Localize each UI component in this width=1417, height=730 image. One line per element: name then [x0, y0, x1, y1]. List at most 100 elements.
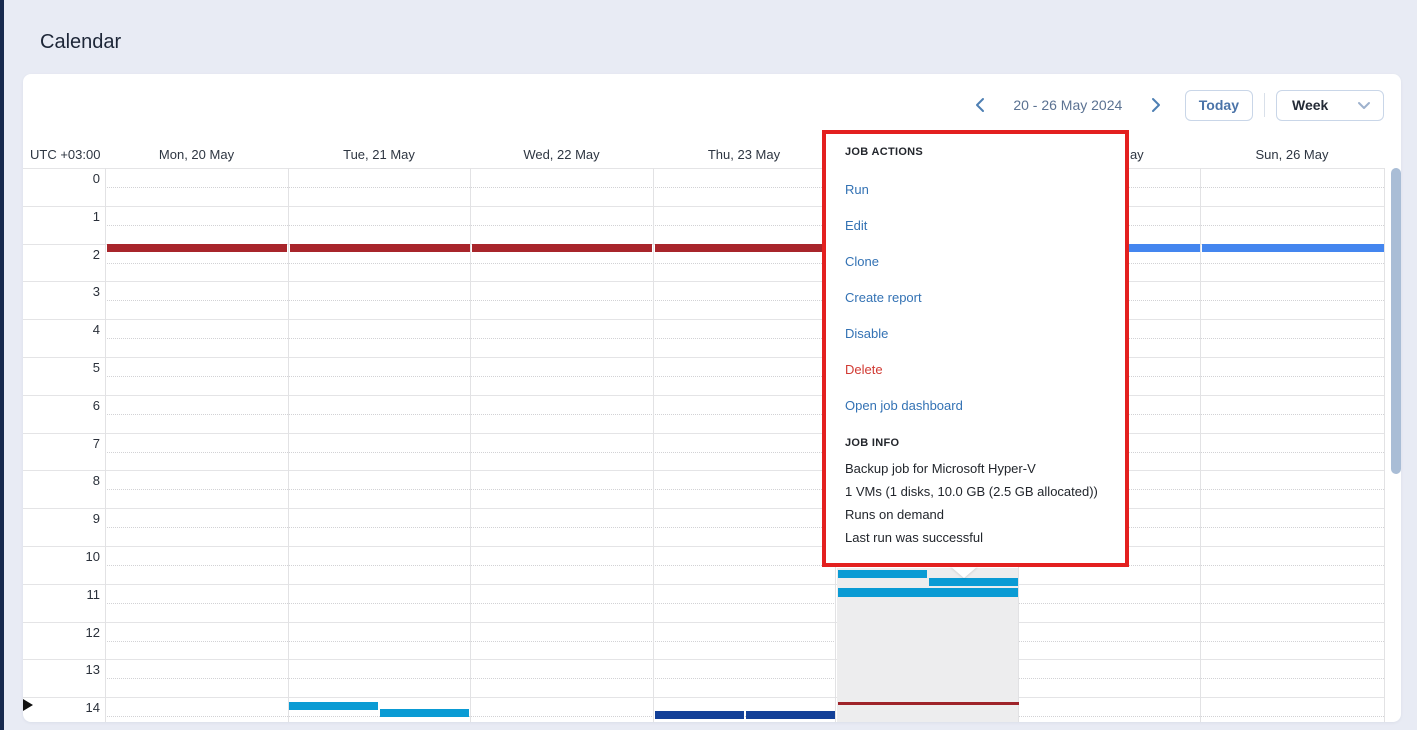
- calendar-toolbar: 20 - 26 May 2024 Today Week: [967, 88, 1384, 122]
- hour-label: 2: [92, 246, 100, 262]
- half-hour-line: [105, 527, 1384, 529]
- hour-label: 3: [92, 284, 100, 300]
- day-header: Sun, 26 May: [1255, 147, 1329, 162]
- hour-label: 11: [86, 586, 101, 602]
- hour-label: 0: [92, 171, 100, 186]
- toolbar-divider: [1264, 93, 1265, 117]
- job-run-bar[interactable]: [289, 702, 378, 710]
- hour-row: [23, 205, 1384, 244]
- job-action-clone[interactable]: Clone: [845, 254, 879, 269]
- today-button[interactable]: Today: [1184, 89, 1253, 121]
- job-run-bar[interactable]: [746, 711, 835, 719]
- job-run-bar[interactable]: [838, 570, 927, 578]
- chevron-left-icon: [975, 98, 984, 112]
- hour-row: [23, 697, 1384, 722]
- half-hour-line: [105, 451, 1384, 453]
- hour-label: 9: [92, 511, 100, 527]
- hour-label: 7: [92, 435, 100, 451]
- hour-row: [23, 583, 1384, 622]
- chevron-right-icon: [1151, 98, 1160, 112]
- half-hour-line: [105, 678, 1384, 680]
- half-hour-line: [105, 413, 1384, 415]
- day-header: Tue, 21 May: [343, 147, 415, 162]
- half-hour-line: [105, 187, 1384, 188]
- hour-row: [23, 621, 1384, 660]
- day-column-line: [288, 168, 289, 722]
- job-run-bar[interactable]: [290, 244, 470, 252]
- hour-row: [23, 394, 1384, 433]
- job-run-bar[interactable]: [655, 244, 835, 252]
- half-hour-line: [105, 602, 1384, 604]
- hour-label: 10: [85, 549, 100, 564]
- job-action-run[interactable]: Run: [845, 182, 869, 197]
- job-action-disable[interactable]: Disable: [845, 326, 889, 341]
- day-column-line: [653, 168, 654, 722]
- job-run-bar[interactable]: [380, 709, 469, 717]
- hour-row: [23, 659, 1384, 697]
- timezone-label: UTC +03:00: [30, 147, 101, 162]
- hour-label: 1: [92, 208, 100, 224]
- hour-row: [23, 470, 1384, 508]
- calendar-card: 20 - 26 May 2024 Today Week UTC +03:00 M…: [23, 74, 1401, 722]
- popup-callout-arrow: [950, 566, 978, 578]
- half-hour-line: [105, 640, 1384, 642]
- job-run-line: [838, 702, 1019, 705]
- job-run-bar[interactable]: [1202, 244, 1384, 252]
- job-action-delete[interactable]: Delete: [845, 362, 883, 377]
- hour-row: [23, 508, 1384, 546]
- hour-label: 12: [85, 624, 100, 640]
- job-info-line: Backup job for Microsoft Hyper-V: [845, 461, 1036, 476]
- hour-row: [23, 319, 1384, 357]
- date-range-label: 20 - 26 May 2024: [1013, 97, 1123, 113]
- day-header: Mon, 20 May: [158, 147, 235, 162]
- half-hour-line: [105, 716, 1384, 718]
- vertical-scrollbar[interactable]: [1391, 168, 1401, 474]
- day-column-line: [1200, 168, 1201, 722]
- hour-row: [23, 432, 1384, 471]
- week-grid: 0 1 2 3 4 5 6 7 8 9 10 11 12 13 14: [23, 168, 1401, 722]
- view-selector-value: Week: [1292, 97, 1329, 113]
- hour-label: 5: [92, 360, 100, 375]
- hour-label: 13: [85, 662, 100, 678]
- job-actions-list: Run Edit Clone Create report Disable Delete Op…: [845, 183, 1107, 412]
- half-hour-line: [105, 262, 1384, 264]
- day-header-row: UTC +03:00 Mon, 20 May Tue, 21 May Wed, 22…: [23, 143, 1401, 168]
- hour-label: 8: [92, 473, 100, 489]
- half-hour-line: [105, 376, 1384, 377]
- view-selector-dropdown[interactable]: Week: [1276, 89, 1384, 121]
- job-run-bar[interactable]: [655, 711, 744, 719]
- job-info-line: Last run was successful: [845, 530, 984, 545]
- half-hour-line: [105, 224, 1384, 226]
- job-run-bar[interactable]: [838, 588, 1018, 597]
- half-hour-line: [105, 565, 1384, 566]
- day-column-line: [1384, 168, 1385, 722]
- day-header: Wed, 22 May: [523, 147, 600, 162]
- previous-week-button[interactable]: [967, 92, 993, 118]
- left-accent-strip: [0, 0, 4, 730]
- day-header: Thu, 23 May: [707, 147, 781, 162]
- job-actions-popup: JOB ACTIONS Run Edit Clone Create report Dis…: [822, 130, 1129, 567]
- hour-row: [23, 546, 1384, 584]
- hour-label: 4: [92, 322, 100, 338]
- hour-label: 14: [85, 700, 100, 716]
- job-action-edit[interactable]: Edit: [845, 218, 868, 233]
- job-actions-section-title: JOB ACTIONS: [845, 146, 924, 158]
- current-time-marker: [23, 699, 33, 711]
- job-info-list: Backup job for Microsoft Hyper-V 1 VMs (1…: [845, 462, 1107, 544]
- chevron-down-icon: [1358, 101, 1370, 109]
- day-column-line: [105, 168, 106, 722]
- job-run-bar[interactable]: [107, 244, 287, 252]
- job-action-open-job-dashboard[interactable]: Open job dashboard: [845, 398, 963, 413]
- job-run-bar[interactable]: [472, 244, 652, 252]
- half-hour-line: [105, 338, 1384, 340]
- hour-label: 6: [92, 397, 100, 413]
- next-week-button[interactable]: [1143, 92, 1169, 118]
- job-info-line: Runs on demand: [845, 507, 945, 522]
- page-title: Calendar: [40, 31, 122, 53]
- job-action-create-report[interactable]: Create report: [845, 290, 922, 305]
- half-hour-line: [105, 300, 1384, 302]
- half-hour-line: [105, 489, 1384, 491]
- job-info-section-title: JOB INFO: [845, 437, 900, 449]
- job-info-line: 1 VMs (1 disks, 10.0 GB (2.5 GB allocate…: [845, 484, 1098, 499]
- job-run-bar[interactable]: [929, 578, 1018, 586]
